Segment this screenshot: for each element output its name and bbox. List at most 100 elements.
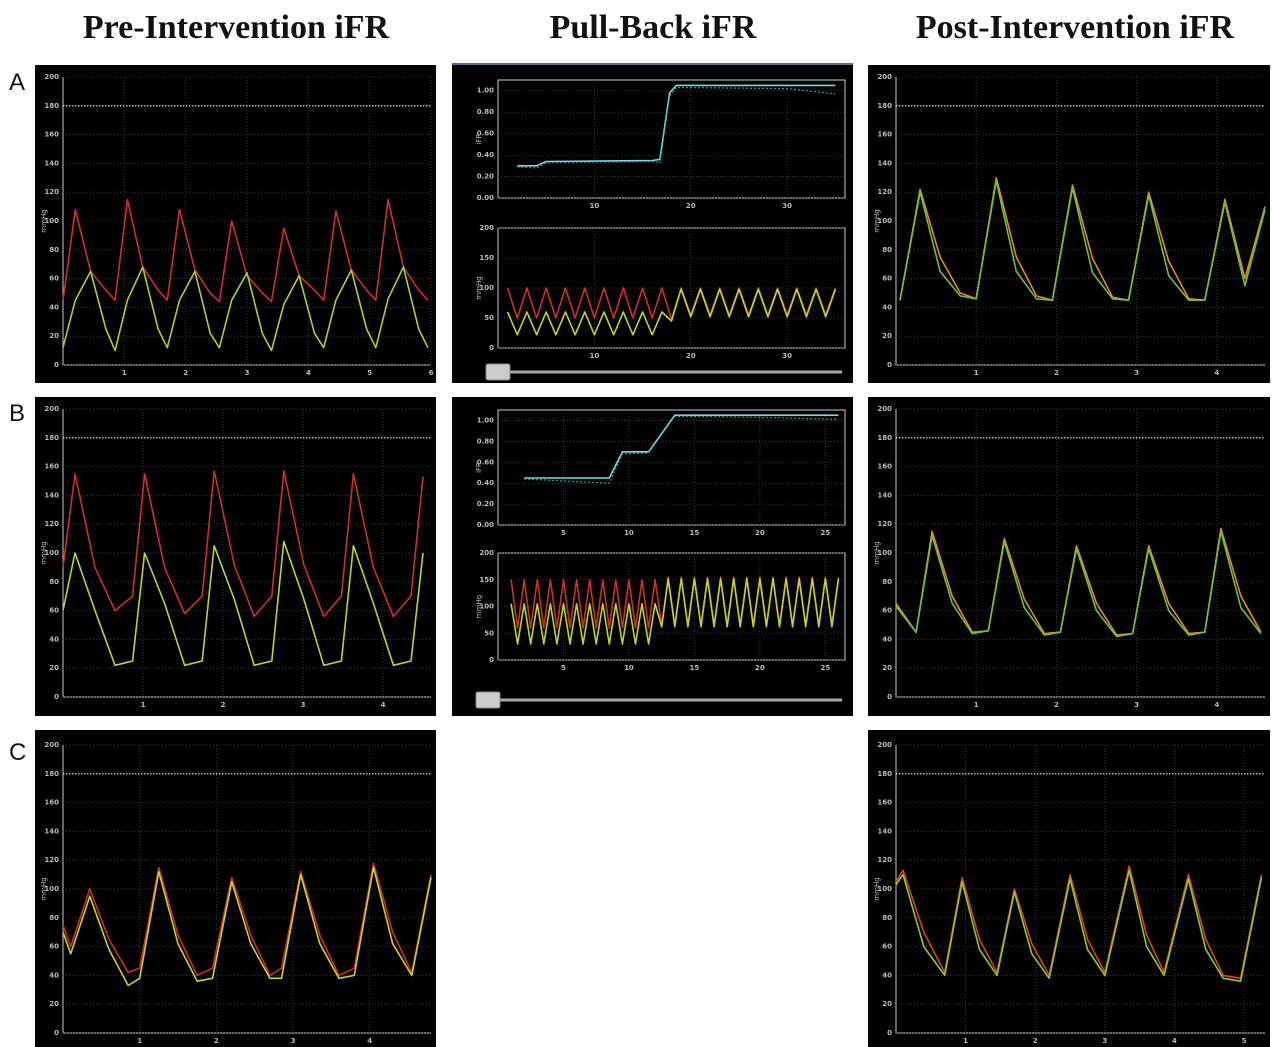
y-tick-label: 20 <box>49 1000 59 1008</box>
y-tick-label: 200 <box>877 741 892 749</box>
y-tick-label: 0 <box>887 361 892 369</box>
y-tick-label: 120 <box>44 856 59 864</box>
y-tick-label: 60 <box>49 607 59 615</box>
figure: Pre-Intervention iFR Pull-Back iFR Post-… <box>0 0 1272 1047</box>
x-tick-label: 20 <box>686 202 696 210</box>
y-tick-label: 160 <box>877 799 892 807</box>
y-axis-label: mmHg <box>873 877 881 900</box>
x-tick-label: 2 <box>1054 369 1059 377</box>
y-tick-label: 20 <box>49 664 59 672</box>
slider-handle[interactable] <box>486 364 510 380</box>
y-tick-label: 40 <box>49 971 59 979</box>
x-tick-label: 3 <box>1134 701 1139 709</box>
x-tick-label: 25 <box>820 529 830 537</box>
y-tick-label: 160 <box>44 799 59 807</box>
x-tick-label: 1 <box>963 1037 968 1045</box>
x-tick-label: 10 <box>624 664 634 672</box>
x-tick-label: 15 <box>690 664 700 672</box>
y-tick-label: 200 <box>479 549 494 557</box>
x-tick-label: 2 <box>221 701 226 709</box>
x-tick-label: 3 <box>1102 1037 1107 1045</box>
y-axis-label: mmHg <box>475 276 483 299</box>
x-tick-label: 4 <box>1214 701 1219 709</box>
panel <box>35 65 436 383</box>
y-tick-label: 80 <box>882 246 892 254</box>
y-tick-label: 140 <box>44 827 59 835</box>
y-axis-label: iFR <box>475 462 483 473</box>
y-tick-label: 80 <box>882 578 892 586</box>
x-tick-label: 5 <box>561 664 566 672</box>
y-tick-label: 160 <box>877 131 892 139</box>
y-tick-label: 80 <box>49 578 59 586</box>
y-tick-label: 0 <box>887 1029 892 1037</box>
column-title: Post-Intervention iFR <box>916 9 1235 46</box>
y-tick-label: 60 <box>882 943 892 951</box>
y-tick-label: 40 <box>882 971 892 979</box>
y-tick-label: 180 <box>877 102 892 110</box>
x-tick-label: 3 <box>291 1037 296 1045</box>
y-tick-label: 0.20 <box>477 173 494 181</box>
y-tick-label: 0 <box>54 1029 59 1037</box>
y-axis-label: mmHg <box>475 595 483 618</box>
y-tick-label: 120 <box>44 188 59 196</box>
y-tick-label: 40 <box>882 635 892 643</box>
y-tick-label: 40 <box>49 303 59 311</box>
slider-handle[interactable] <box>476 692 500 708</box>
y-tick-label: 200 <box>44 73 59 81</box>
y-tick-label: 200 <box>479 224 494 232</box>
y-tick-label: 150 <box>479 254 494 262</box>
x-tick-label: 5 <box>367 369 372 377</box>
row-label: A <box>9 69 25 96</box>
x-tick-label: 10 <box>624 529 634 537</box>
y-tick-label: 20 <box>882 1000 892 1008</box>
y-tick-label: 200 <box>44 741 59 749</box>
y-tick-label: 160 <box>877 463 892 471</box>
y-tick-label: 180 <box>877 434 892 442</box>
x-tick-label: 6 <box>429 369 434 377</box>
y-tick-label: 1.00 <box>477 416 494 424</box>
y-tick-label: 0 <box>54 361 59 369</box>
y-tick-label: 20 <box>49 332 59 340</box>
y-tick-label: 160 <box>44 463 59 471</box>
y-tick-label: 200 <box>877 73 892 81</box>
x-tick-label: 20 <box>755 529 765 537</box>
x-tick-label: 2 <box>1054 701 1059 709</box>
y-tick-label: 80 <box>882 914 892 922</box>
y-axis-label: mmHg <box>40 877 48 900</box>
x-tick-label: 4 <box>1214 369 1219 377</box>
y-tick-label: 0.80 <box>477 437 494 445</box>
x-tick-label: 2 <box>183 369 188 377</box>
x-tick-label: 15 <box>690 529 700 537</box>
y-tick-label: 0.00 <box>477 521 494 529</box>
y-tick-label: 60 <box>882 275 892 283</box>
x-tick-label: 4 <box>1172 1037 1177 1045</box>
y-axis-label: iFR <box>475 133 483 144</box>
x-tick-label: 1 <box>141 701 146 709</box>
y-tick-label: 140 <box>877 159 892 167</box>
x-tick-label: 25 <box>820 664 830 672</box>
page: Pre-Intervention iFR Pull-Back iFR Post-… <box>0 0 1272 1047</box>
y-tick-label: 180 <box>44 434 59 442</box>
y-tick-label: 120 <box>44 520 59 528</box>
y-tick-label: 120 <box>877 856 892 864</box>
y-tick-label: 50 <box>484 629 494 637</box>
y-tick-label: 20 <box>882 664 892 672</box>
y-tick-label: 120 <box>877 520 892 528</box>
y-tick-label: 180 <box>44 770 59 778</box>
x-tick-label: 30 <box>782 352 792 360</box>
y-tick-label: 0.40 <box>477 479 494 487</box>
x-tick-label: 10 <box>590 202 600 210</box>
x-tick-label: 1 <box>974 701 979 709</box>
y-tick-label: 80 <box>49 246 59 254</box>
x-tick-label: 3 <box>245 369 250 377</box>
y-tick-label: 0 <box>887 693 892 701</box>
y-tick-label: 140 <box>44 491 59 499</box>
y-tick-label: 40 <box>49 635 59 643</box>
y-tick-label: 60 <box>49 275 59 283</box>
column-title: Pull-Back iFR <box>550 9 757 46</box>
y-tick-label: 0.00 <box>477 194 494 202</box>
x-tick-label: 10 <box>590 352 600 360</box>
y-axis-label: mmHg <box>873 541 881 564</box>
y-tick-label: 140 <box>44 159 59 167</box>
y-tick-label: 20 <box>882 332 892 340</box>
